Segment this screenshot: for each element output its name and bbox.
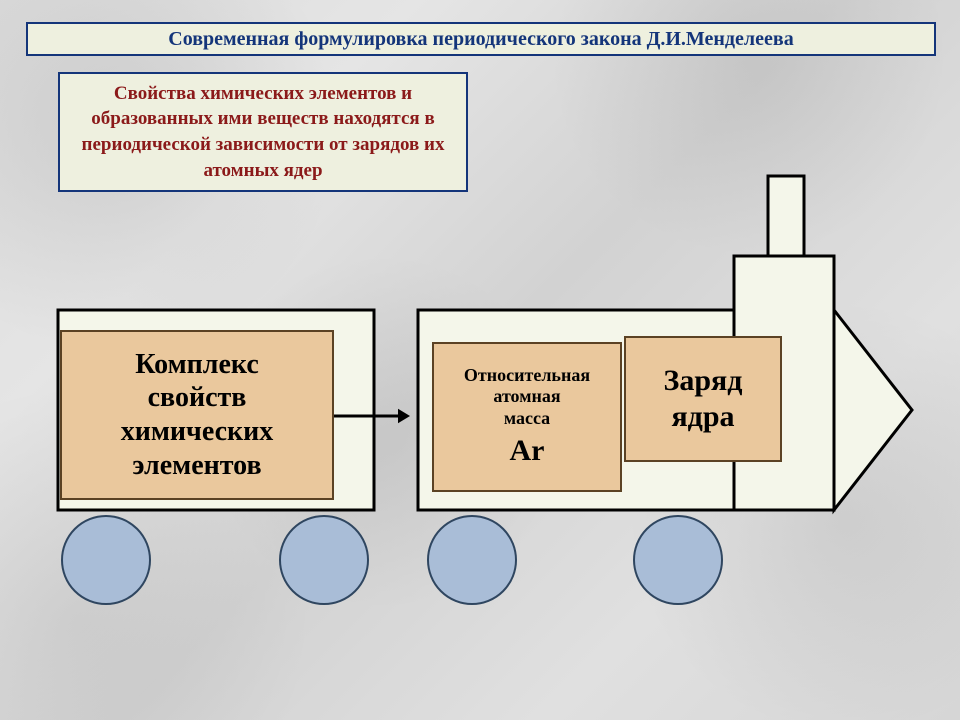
card-complex-properties: Комплекссвойствхимическихэлементов (60, 330, 334, 500)
card-line: атомная (493, 386, 560, 408)
card-line: свойств (148, 381, 247, 415)
card-line: химических (121, 415, 274, 449)
law-text-box: Свойства химических элементов и образова… (58, 72, 468, 192)
slide-title: Современная формулировка периодического … (26, 22, 936, 56)
card-line: Заряд (664, 363, 743, 399)
law-text: Свойства химических элементов и образова… (74, 81, 452, 184)
card-line: ядра (671, 399, 734, 435)
card-line: Относительная (464, 365, 590, 387)
card-line: Комплекс (135, 348, 259, 382)
card-atomic-mass: Относительнаяатомнаямасса Ar (432, 342, 622, 492)
card-line: элементов (132, 449, 261, 483)
atomic-mass-symbol: Ar (510, 433, 545, 469)
slide-stage: Современная формулировка периодического … (0, 0, 960, 720)
card-nuclear-charge: Зарядядра (624, 336, 782, 462)
slide-title-text: Современная формулировка периодического … (168, 28, 793, 51)
card-line: масса (504, 408, 550, 430)
